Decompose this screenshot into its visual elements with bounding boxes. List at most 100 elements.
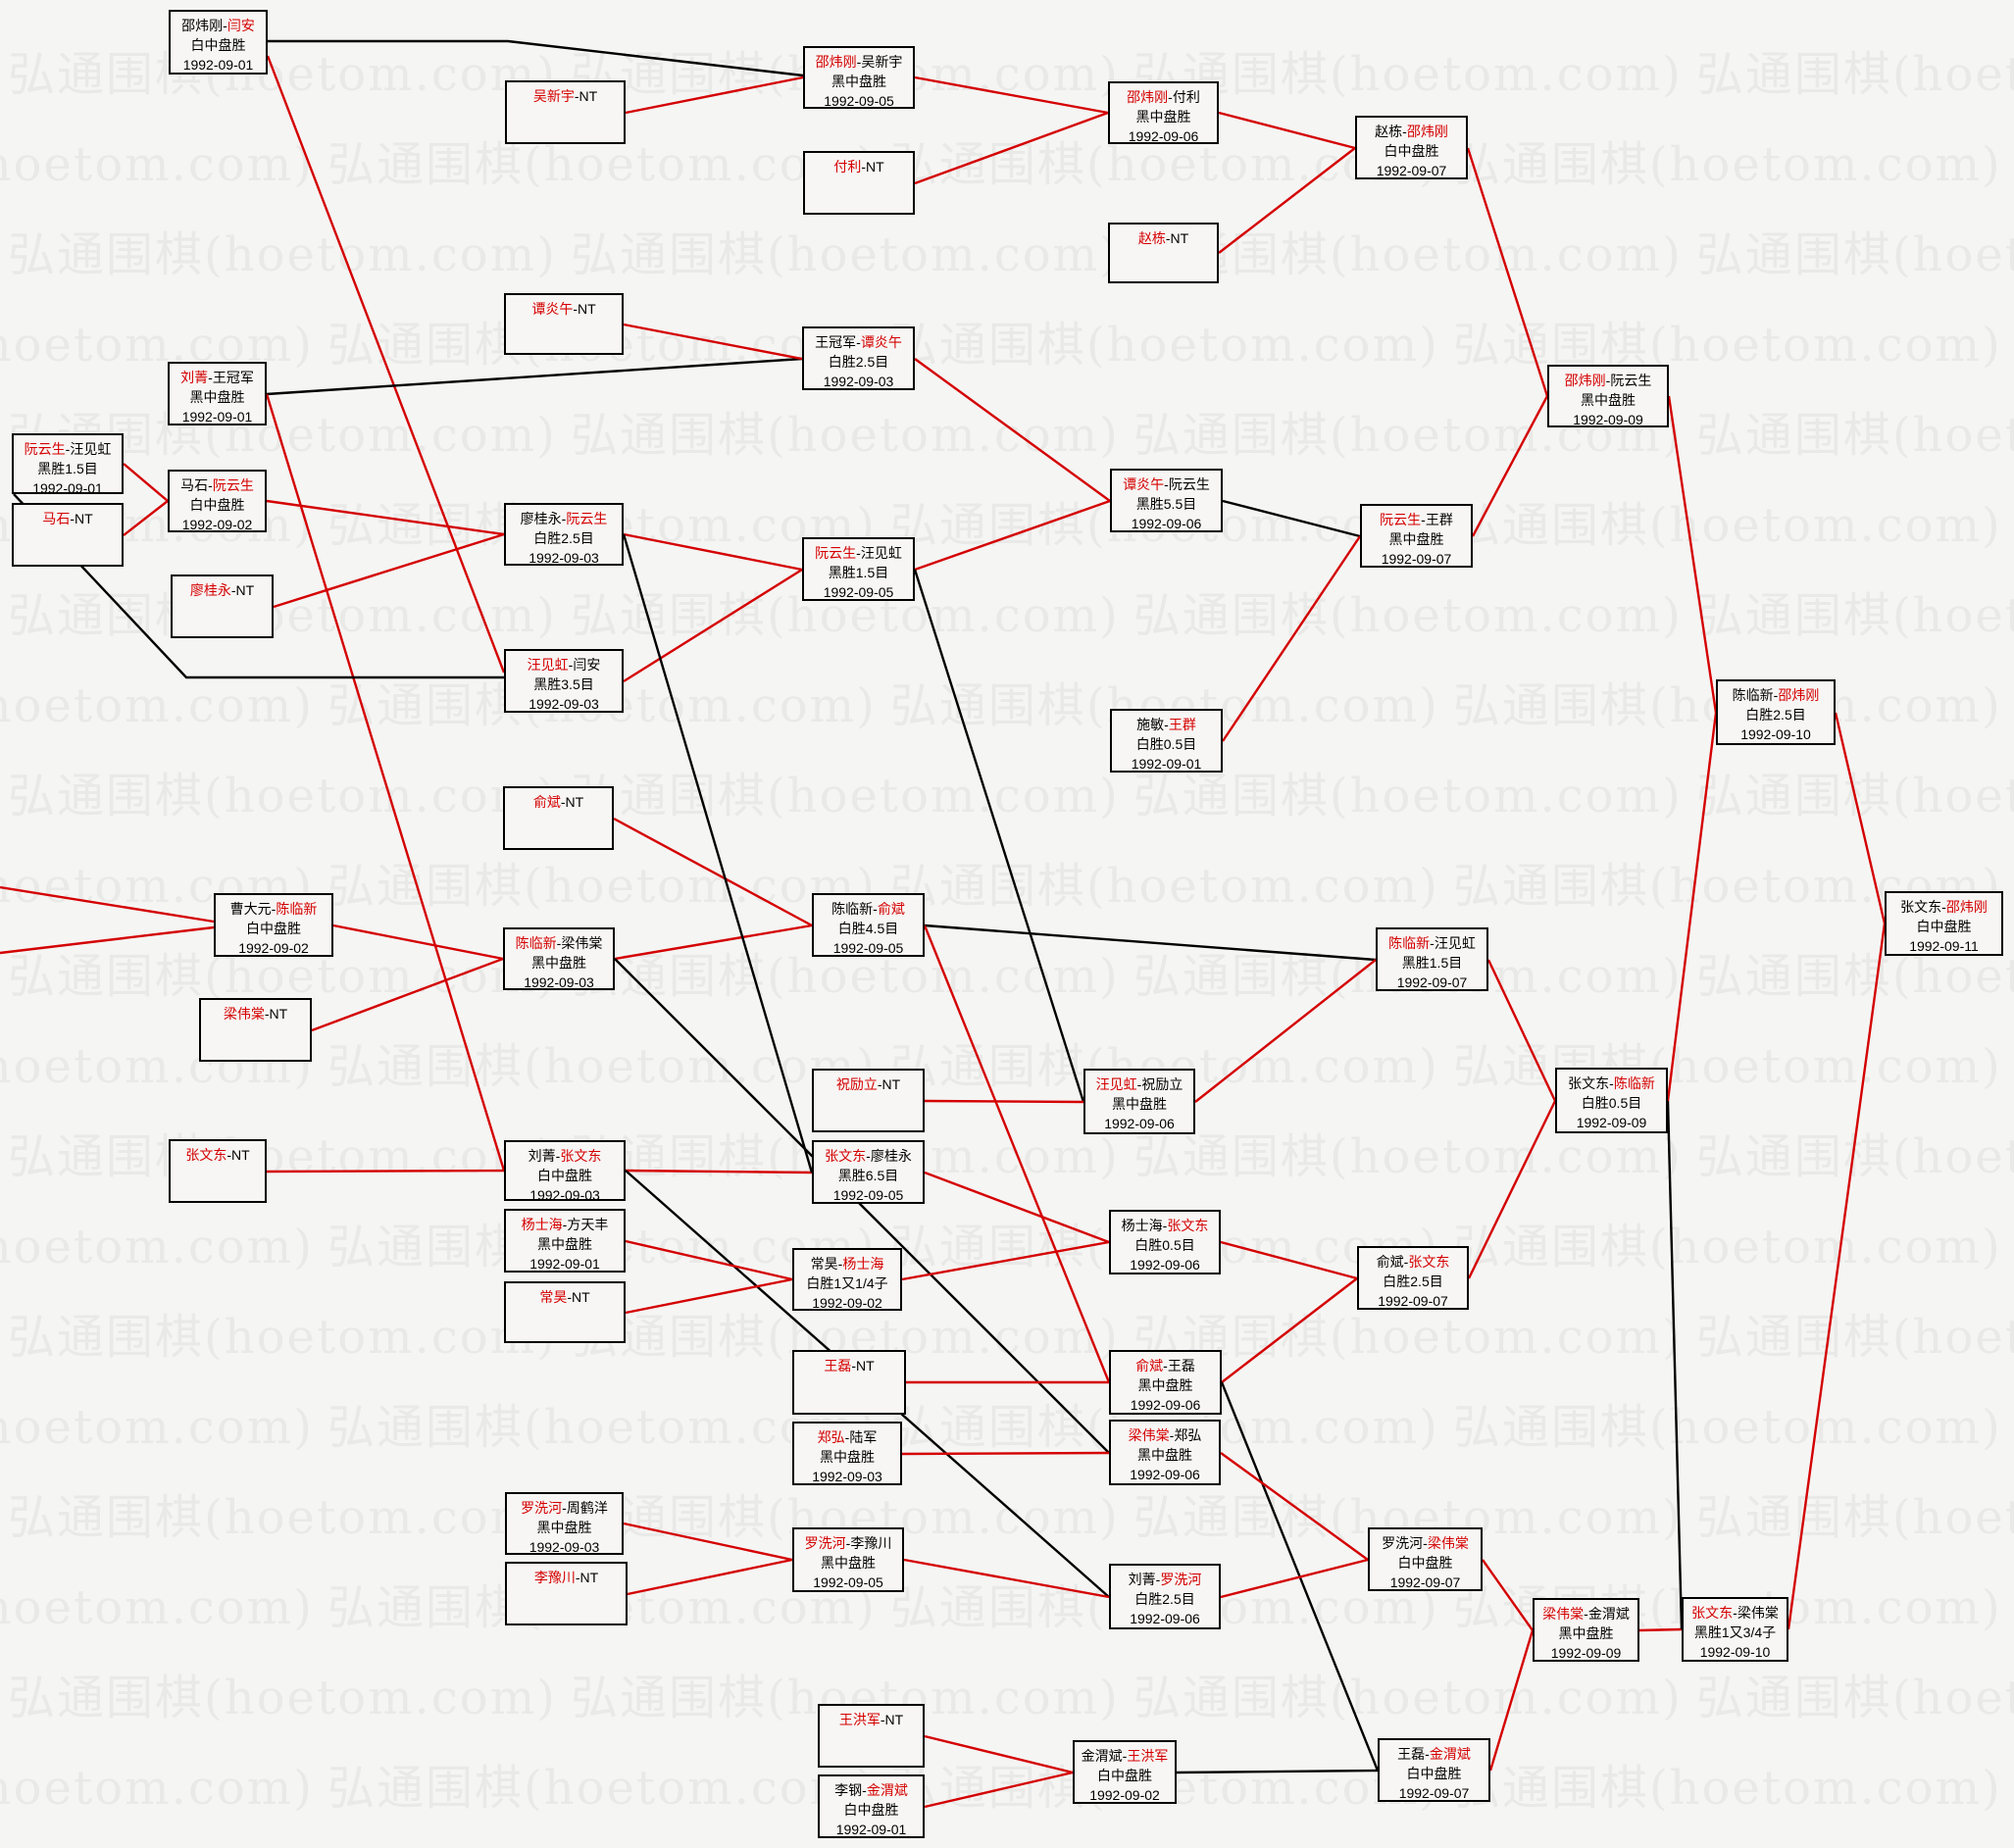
bracket-line-zhang_liao-to-yang_zhang-winner (924, 1171, 1110, 1244)
matchup-line: 张文东-梁伟棠 (1684, 1603, 1787, 1623)
player2-name: 梁伟棠 (1737, 1605, 1779, 1621)
matchup-line: 曹大元-陈临新 (216, 899, 331, 919)
match-box-wanglei_nt: 王磊-NT (792, 1350, 906, 1415)
player1-name: 罗洗河 (1382, 1535, 1424, 1551)
bracket-line-jin_whj-to-wanglei_jin-loser (1176, 1769, 1379, 1774)
match-date: 1992-09-07 (1381, 551, 1452, 567)
matchup-line: 杨士海-张文东 (1111, 1216, 1219, 1235)
result-text: 白中盘胜 (1916, 919, 1972, 934)
match-date: 1992-09-07 (1376, 163, 1447, 178)
vs-dash: - (856, 545, 861, 561)
vs-dash: - (1169, 1427, 1175, 1443)
vs-dash: - (230, 582, 236, 598)
match-date: 1992-09-09 (1576, 1115, 1647, 1130)
player2-name: 邵炜刚 (1406, 124, 1448, 139)
player2-name: 廖桂永 (870, 1148, 912, 1164)
result-text: 黑中盘胜 (537, 1236, 592, 1252)
bracket-line-yang_fang-to-chang_yang-winner (625, 1239, 793, 1281)
vs-dash: - (1402, 124, 1407, 139)
match-date: 1992-09-05 (832, 940, 904, 956)
match-box-zhang_chen: 张文东-陈临新 白胜0.5目 1992-09-09 (1555, 1068, 1668, 1133)
bracket-line-offpage-to-cao_chen-winner (0, 925, 215, 955)
matchup-line: 王洪军-NT (820, 1710, 923, 1729)
player1-name: 梁伟棠 (223, 1006, 265, 1022)
player1-name: 常昊 (539, 1289, 568, 1305)
bracket-line-chen_yu-to-yu_wanglei-winner (923, 924, 1111, 1383)
result-text: 黑中盘胜 (1135, 109, 1191, 125)
bracket-line-yang_zhang-to-yu_zhang-winner (1220, 1240, 1358, 1280)
player2-name: NT (866, 159, 884, 175)
bracket-line-liao_ruan-to-zhang_liao-loser (622, 533, 814, 1174)
player2-name: 金渭斌 (1429, 1746, 1471, 1762)
matchup-line: 罗洗河-周鹤洋 (507, 1498, 622, 1518)
matchup-line: 阮云生-汪见虹 (14, 439, 122, 459)
matchup-line: 杨士海-方天丰 (506, 1215, 624, 1234)
vs-dash: - (1584, 1606, 1588, 1622)
player2-name: 金渭斌 (1587, 1606, 1630, 1622)
result-text: 白胜0.5目 (1134, 1237, 1195, 1253)
bracket-line-liao_ruan-to-ruan_wjh2-winner (623, 532, 803, 572)
vs-dash: - (1163, 1358, 1168, 1374)
vs-dash: - (1941, 899, 1946, 915)
bracket-line-whj_nt-to-jin_whj-winner (924, 1734, 1074, 1774)
result-text: 黑中盘胜 (531, 955, 586, 971)
matchup-line: 王冠军-谭炎午 (804, 332, 913, 352)
vs-dash: - (556, 935, 562, 951)
bracket-line-mashi_nt-to-ma_ruan-winner (123, 500, 169, 536)
matchup-line: 阮云生-汪见虹 (804, 543, 913, 563)
match-date: 1992-09-02 (1089, 1787, 1160, 1803)
vs-dash: - (1605, 373, 1611, 388)
match-box-tan_ruan: 谭炎午-阮云生 黑胜5.5目 1992-09-06 (1110, 469, 1223, 532)
bracket-line-fu_nt-to-shao_fu-winner (914, 111, 1109, 185)
match-date: 1992-09-05 (823, 584, 894, 600)
match-date: 1992-09-09 (1550, 1645, 1622, 1661)
bracket-line-liu_zhang-to-zhang_liao-winner (625, 1169, 813, 1174)
match-box-liao_ruan: 廖桂永-阮云生 白胜2.5目 1992-09-03 (504, 503, 624, 566)
player2-name: 陆军 (849, 1429, 878, 1445)
matchup-line: 陈临新-梁伟棠 (505, 933, 613, 953)
player2-name: 杨士海 (842, 1256, 884, 1272)
vs-dash: - (561, 511, 567, 526)
result-text: 白中盘胜 (246, 921, 301, 936)
player1-name: 邵炜刚 (1564, 373, 1606, 388)
vs-dash: - (837, 1256, 843, 1272)
match-date: 1992-09-05 (832, 1187, 904, 1203)
match-box-fu_nt: 付利-NT (803, 151, 915, 215)
match-date: 1992-09-01 (1131, 756, 1202, 772)
match-date: 1992-09-01 (181, 409, 253, 425)
player1-name: 廖桂永 (520, 511, 562, 526)
matchup-line: 梁伟棠-金渭斌 (1535, 1604, 1637, 1623)
matchup-line: 李豫川-NT (507, 1568, 626, 1587)
bracket-line-zheng_lu-to-liang_zheng-winner (901, 1451, 1110, 1456)
match-date: 1992-09-11 (1909, 938, 1979, 954)
result-text: 黑胜5.5目 (1135, 496, 1197, 512)
match-date: 1992-09-03 (529, 550, 599, 566)
match-date: 1992-09-03 (529, 696, 599, 712)
match-box-yang_zhang: 杨士海-张文东 白胜0.5目 1992-09-06 (1109, 1210, 1221, 1274)
result-text: 白胜2.5目 (1745, 707, 1806, 723)
matchup-line: 俞斌-王磊 (1111, 1356, 1220, 1375)
vs-dash: - (877, 1076, 882, 1092)
matchup-line: 赵栋-NT (1110, 228, 1217, 248)
player2-name: 金渭斌 (866, 1782, 908, 1798)
match-date: 1992-09-06 (1104, 1116, 1175, 1131)
player2-name: 邵炜刚 (1945, 899, 1988, 915)
matchup-line: 张文东-邵炜刚 (1887, 897, 2001, 917)
player1-name: 汪见虹 (527, 657, 569, 673)
match-date: 1992-09-09 (1573, 412, 1643, 427)
match-box-liyc_nt: 李豫川-NT (505, 1562, 628, 1625)
vs-dash: - (1421, 512, 1426, 527)
matchup-line: 常昊-杨士海 (794, 1254, 900, 1274)
bracket-line-chang_yang-to-yang_zhang-winner (901, 1240, 1110, 1281)
match-box-wjh_zhu: 汪见虹-祝励立 黑中盘胜 1992-09-06 (1083, 1069, 1195, 1134)
result-text: 黑中盘胜 (1137, 1377, 1193, 1393)
vs-dash: - (1168, 89, 1173, 105)
vs-dash: - (845, 1535, 851, 1551)
result-text: 黑胜1.5目 (37, 461, 98, 476)
result-text: 黑中盘胜 (1581, 392, 1636, 408)
match-box-chang_yang: 常昊-杨士海 白胜1又1/4子 1992-09-02 (792, 1248, 902, 1311)
match-box-jin_whj: 金渭斌-王洪军 白中盘胜 1992-09-02 (1073, 1740, 1177, 1804)
bracket-line-liyc_nt-to-luo_li-winner (627, 1558, 793, 1596)
result-text: 白胜1又1/4子 (806, 1275, 888, 1291)
bracket-line-cao_chen-to-chen_liang-winner (332, 924, 504, 961)
